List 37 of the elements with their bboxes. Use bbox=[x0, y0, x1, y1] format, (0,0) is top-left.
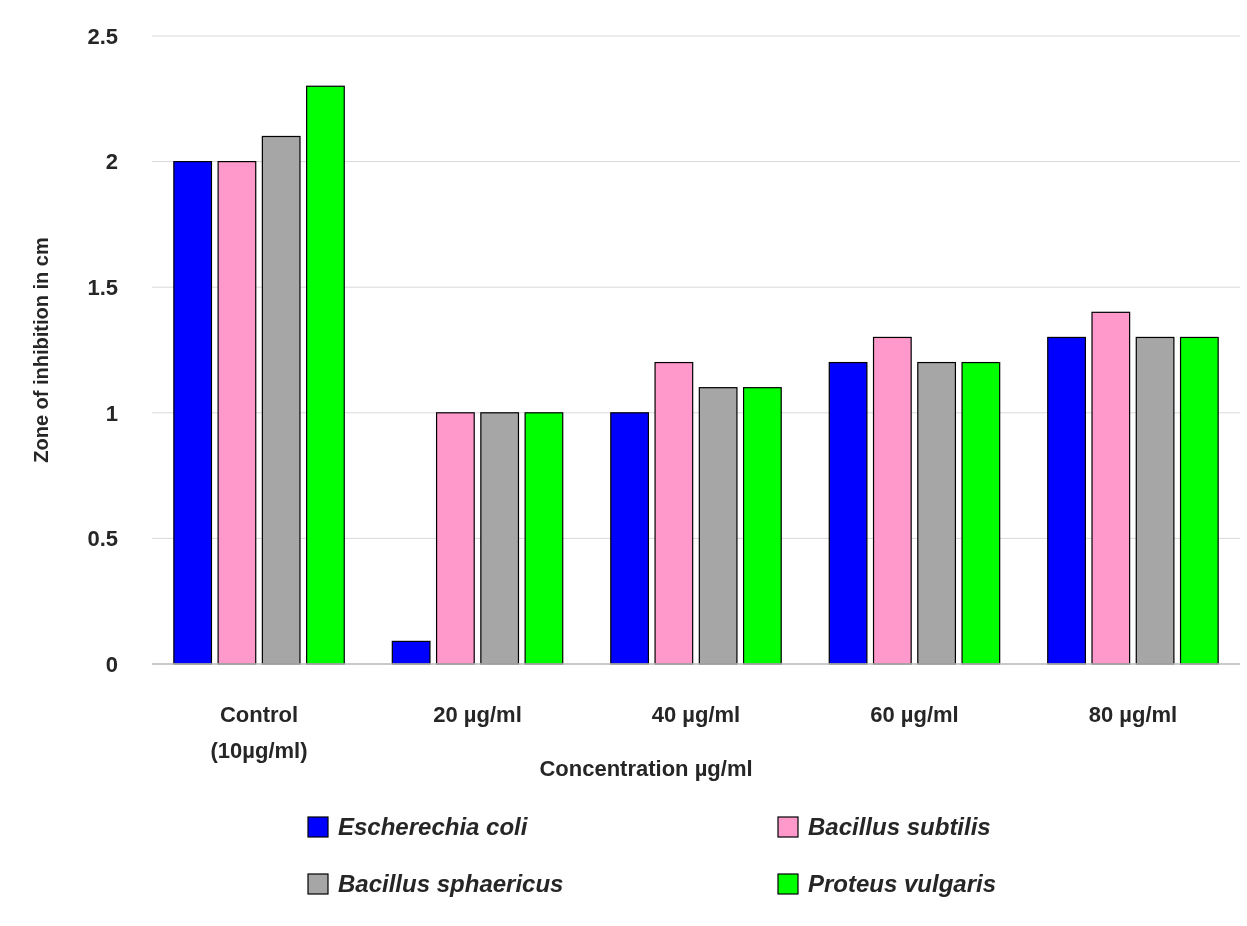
x-tick-label: 80 µg/ml bbox=[1088, 702, 1178, 727]
legend-label: Proteus vulgaris bbox=[808, 870, 997, 898]
y-axis-title: Zone of inhibition in cm bbox=[30, 237, 52, 463]
y-tick-label: 1.5 bbox=[87, 274, 118, 300]
bar bbox=[480, 412, 520, 665]
bar bbox=[1135, 336, 1175, 665]
x-tick-label: 20 µg/ml bbox=[433, 702, 522, 727]
bar bbox=[435, 412, 475, 665]
x-tick-label: Control (10µg/ml) bbox=[210, 702, 308, 763]
bar bbox=[1179, 336, 1219, 665]
y-tick-label: 2 bbox=[105, 149, 118, 175]
y-tick-label: 0 bbox=[105, 651, 118, 677]
bar bbox=[698, 387, 738, 665]
legend-label: Escherechia coli bbox=[338, 813, 529, 841]
x-tick-label: 40 µg/ml bbox=[651, 702, 741, 727]
y-tick-label: 2.5 bbox=[87, 23, 118, 49]
bar bbox=[654, 361, 694, 665]
bar bbox=[610, 412, 650, 665]
bar bbox=[961, 361, 1001, 665]
bar bbox=[828, 361, 868, 665]
bar bbox=[1091, 311, 1131, 665]
bar bbox=[173, 161, 213, 665]
x-tick-label: 60 µg/ml bbox=[870, 702, 959, 727]
y-tick-label: 1 bbox=[105, 400, 118, 426]
y-tick-label: 0.5 bbox=[87, 526, 118, 552]
bar bbox=[306, 85, 345, 665]
bar bbox=[742, 387, 782, 665]
bar bbox=[524, 412, 564, 665]
bar bbox=[917, 361, 957, 665]
bar bbox=[391, 640, 431, 665]
legend-label: Bacillus sphaericus bbox=[338, 870, 564, 898]
x-axis-title: Concentration µg/ml bbox=[539, 756, 753, 781]
bar bbox=[217, 161, 257, 665]
bar bbox=[872, 336, 912, 665]
bar bbox=[1047, 336, 1086, 665]
bar bbox=[261, 135, 301, 665]
legend-label: Bacillus subtilis bbox=[808, 813, 991, 841]
